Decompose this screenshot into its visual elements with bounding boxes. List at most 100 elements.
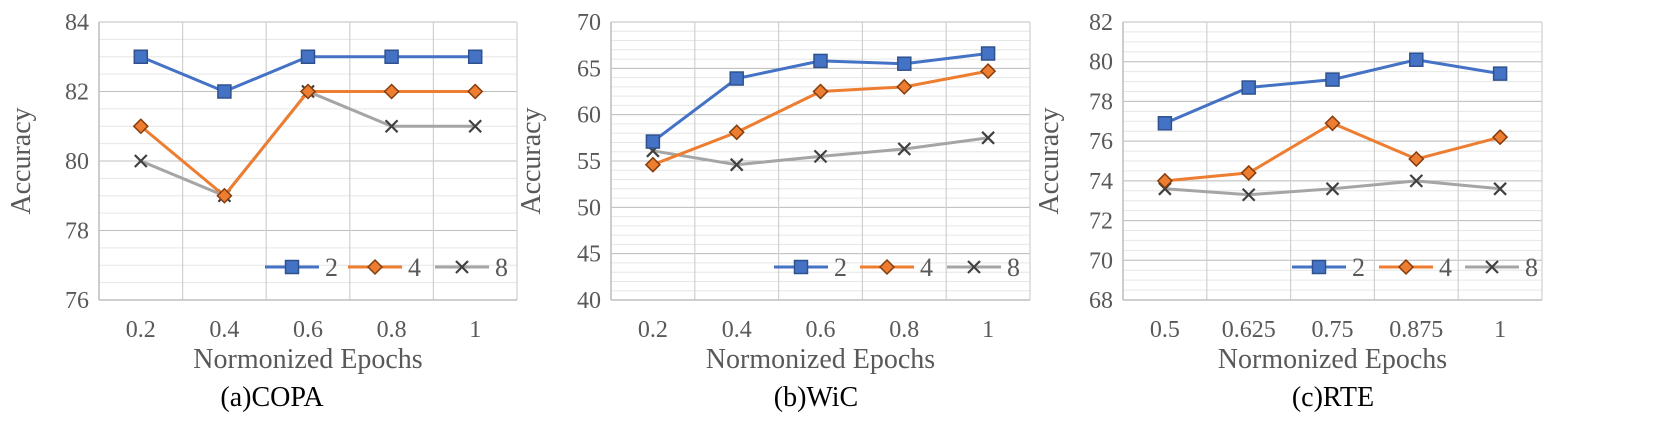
y-tick-label: 60 [577, 103, 601, 129]
data-point [467, 83, 484, 100]
data-point [132, 118, 149, 135]
data-point [1492, 66, 1508, 81]
chart-caption: (b)WiC [774, 382, 858, 413]
x-tick-label: 1 [1494, 317, 1506, 343]
gridlines [1122, 21, 1543, 301]
y-tick-label: 65 [577, 56, 601, 82]
data-point [383, 83, 400, 100]
legend-label: 4 [1439, 253, 1452, 282]
legend-label: 8 [1525, 253, 1538, 282]
y-tick-label: 78 [1089, 89, 1113, 115]
data-point [897, 142, 912, 156]
data-point [299, 83, 317, 100]
data-point [1492, 129, 1509, 146]
y-tick-label: 50 [577, 195, 601, 221]
legend-label: 8 [1007, 253, 1020, 282]
legend: 2 4 8 [1292, 253, 1538, 282]
x-tick-label: 0.6 [293, 317, 323, 343]
legend-item-8: 8 [1465, 253, 1538, 282]
x-axis-title: Normonized Epochs [1218, 344, 1447, 375]
data-point [366, 258, 384, 276]
data-point [1397, 258, 1415, 276]
data-point [1157, 116, 1173, 131]
legend: 2 4 8 [774, 253, 1020, 282]
data-point [384, 119, 399, 134]
data-point [980, 63, 997, 80]
y-tick-label: 82 [65, 80, 89, 106]
data-point [1324, 115, 1341, 132]
data-point [217, 84, 232, 99]
data-point [467, 49, 483, 64]
data-point [1409, 52, 1424, 67]
data-point [300, 49, 316, 64]
legend: 2 4 8 [265, 253, 508, 282]
series-8 [1158, 174, 1507, 202]
y-tick-label: 84 [65, 10, 89, 36]
y-tick-label: 45 [577, 242, 601, 268]
data-point [1485, 260, 1499, 274]
y-tick-label: 82 [1089, 10, 1113, 36]
x-tick-label: 1 [469, 317, 481, 343]
legend-label: 2 [325, 253, 338, 282]
x-tick-label: 1 [982, 317, 994, 343]
data-point [134, 154, 148, 168]
data-point [1325, 182, 1340, 196]
data-point [1493, 182, 1507, 196]
series-2 [645, 46, 996, 149]
data-point [896, 78, 913, 95]
y-tick-label: 74 [1089, 169, 1113, 195]
x-tick-label: 0.625 [1222, 317, 1276, 343]
data-point [813, 53, 828, 69]
series-line [1164, 121, 1501, 183]
data-point [284, 259, 300, 275]
y-tick-label: 40 [577, 288, 601, 314]
y-tick-label: 80 [1089, 50, 1113, 76]
x-tick-label: 0.8 [889, 317, 919, 343]
series-2 [1157, 52, 1508, 131]
x-axis-title: Normonized Epochs [193, 344, 422, 375]
series-4 [1156, 115, 1509, 189]
data-point [1156, 172, 1173, 189]
data-point [980, 46, 996, 61]
legend-label: 2 [834, 253, 847, 282]
y-axis-title: Accuracy [6, 107, 37, 214]
data-point [1240, 164, 1257, 181]
data-point [216, 187, 233, 204]
x-tick-label: 0.75 [1312, 317, 1354, 343]
data-point [645, 134, 661, 149]
data-point [729, 157, 744, 172]
data-point [897, 56, 912, 71]
y-axis-title: Accuracy [1034, 107, 1065, 214]
legend-item-2: 2 [1292, 253, 1365, 282]
x-tick-label: 0.875 [1389, 317, 1443, 343]
y-tick-label: 55 [577, 149, 601, 175]
legend-item-8: 8 [947, 253, 1020, 282]
data-point [384, 49, 399, 64]
y-tick-label: 70 [577, 10, 601, 36]
y-tick-label: 72 [1089, 209, 1113, 235]
x-tick-label: 0.2 [638, 317, 668, 343]
x-tick-label: 0.8 [377, 317, 407, 343]
data-point [468, 119, 482, 134]
y-tick-label: 78 [65, 219, 89, 245]
y-tick-label: 68 [1089, 288, 1113, 314]
legend-label: 4 [408, 253, 421, 282]
y-tick-label: 76 [65, 288, 89, 314]
x-tick-label: 0.4 [722, 317, 752, 343]
data-point [967, 260, 981, 274]
data-point [1241, 187, 1256, 202]
legend-item-8: 8 [435, 253, 508, 282]
chart-caption: (a)COPA [220, 382, 324, 413]
data-point [455, 260, 469, 274]
data-point [729, 71, 744, 86]
data-point [981, 131, 995, 145]
data-point [1409, 174, 1424, 188]
data-point [133, 49, 149, 64]
y-axis-title: Accuracy [516, 107, 547, 214]
x-tick-label: 0.6 [806, 317, 836, 343]
series-2 [133, 49, 483, 99]
data-point [1311, 259, 1327, 275]
